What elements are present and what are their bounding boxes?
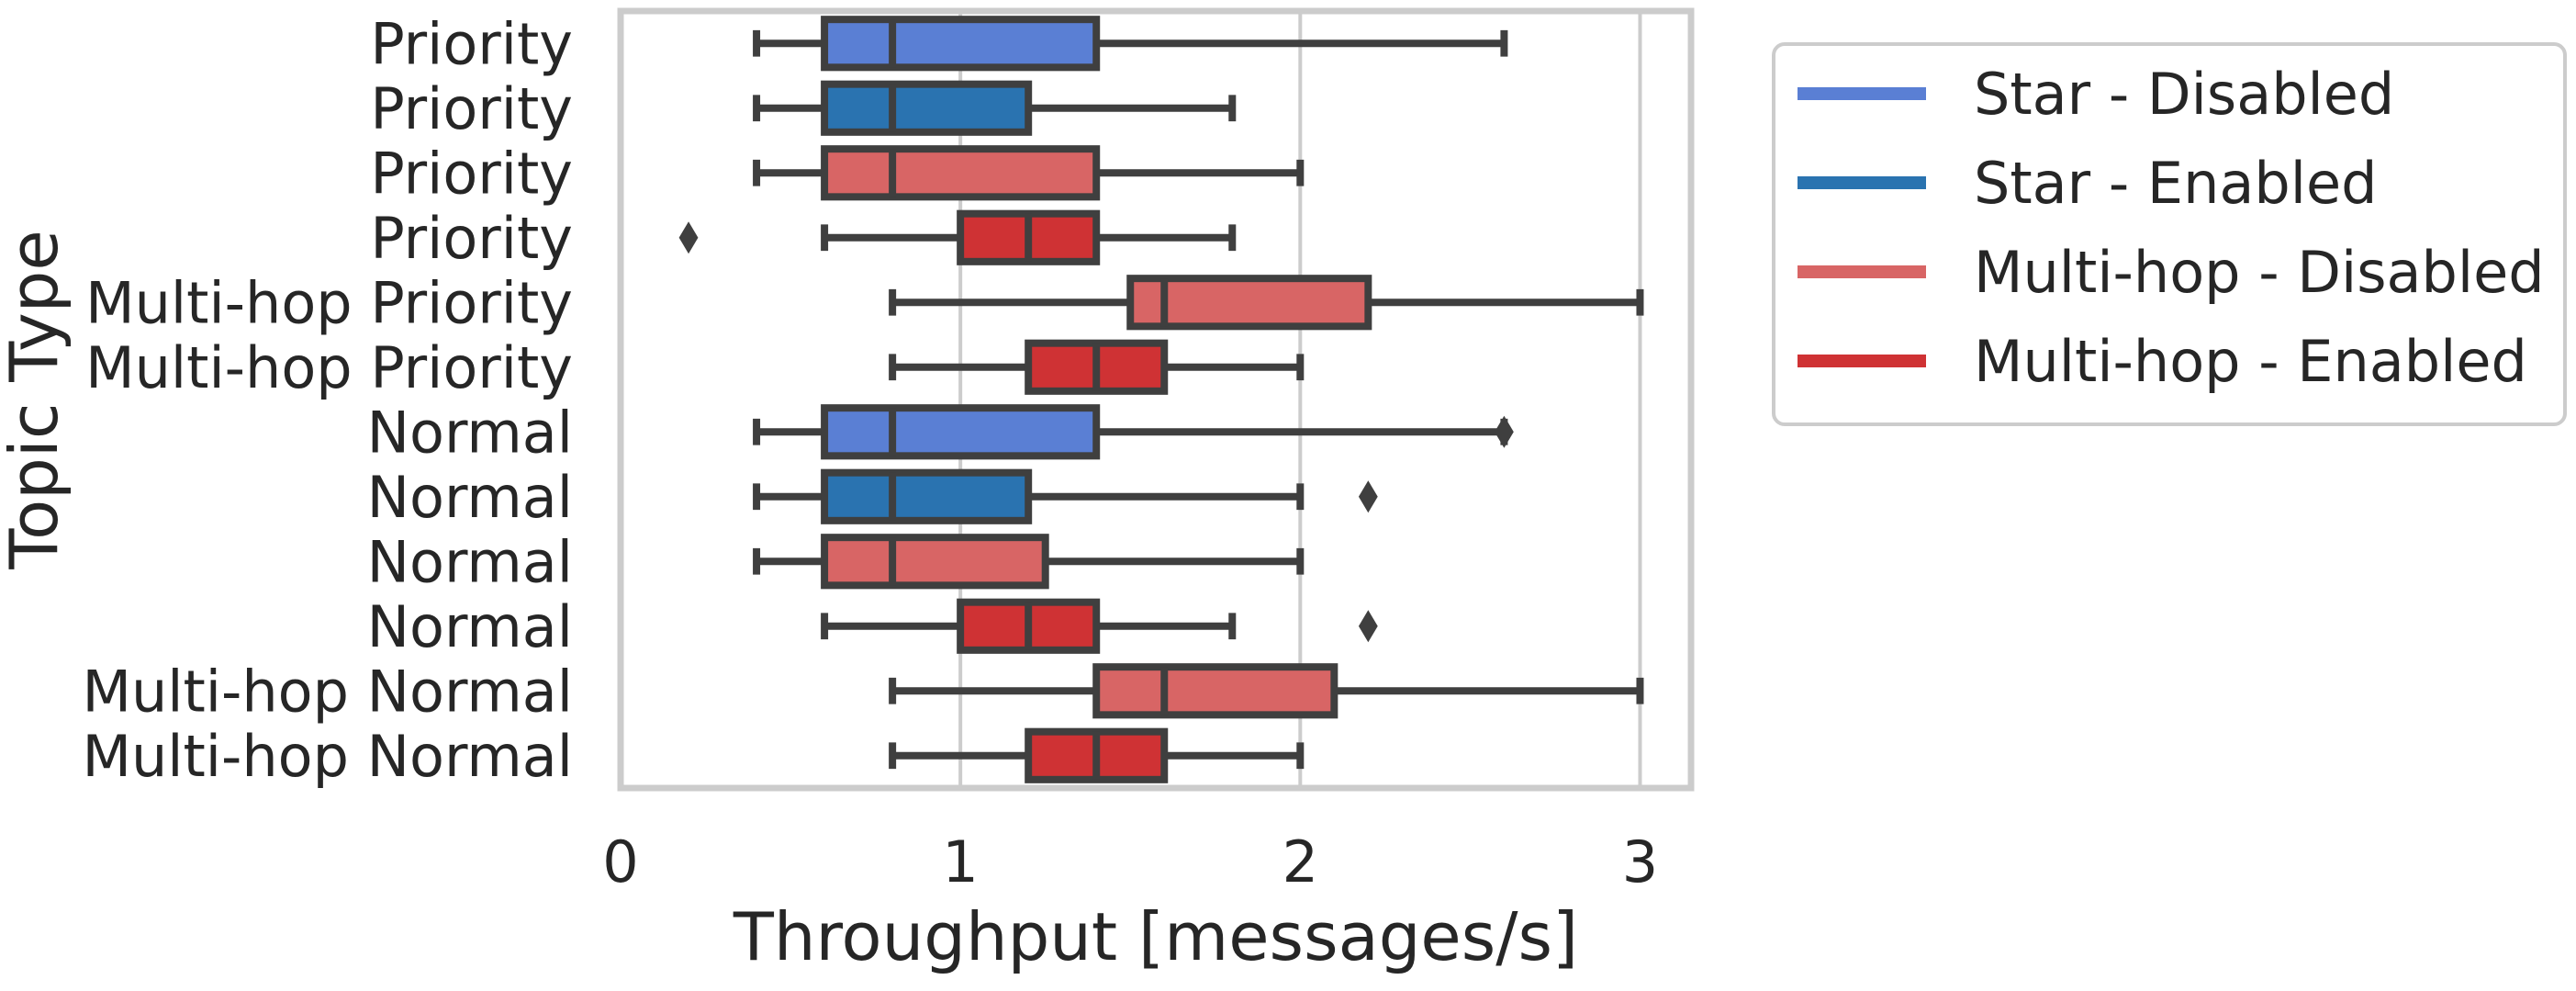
box-body-0: [821, 16, 1101, 72]
box-body-8: [821, 534, 1049, 590]
y-tick-label-0: Priority: [370, 10, 573, 77]
x-tick-label-3: 3: [1622, 828, 1658, 895]
box-body-1: [821, 80, 1033, 136]
legend-item-3: Multi-hop - Enabled: [1798, 328, 2527, 395]
x-tick-labels: 0 1 2 3: [602, 828, 1658, 895]
box-10: [889, 663, 1644, 719]
y-tick-label-6: Normal: [367, 399, 573, 466]
legend-item-2: Multi-hop - Disabled: [1798, 239, 2545, 306]
x-tick-label-2: 2: [1282, 828, 1318, 895]
flier-6-0: [1495, 415, 1514, 448]
legend-items: Star - Disabled Star - Enabled Multi-hop -…: [1798, 61, 2545, 395]
legend-label-2: Multi-hop - Disabled: [1974, 239, 2545, 306]
y-tick-labels: PriorityPriorityPriorityPriorityMulti-ho…: [82, 10, 573, 790]
y-tick-label-11: Multi-hop Normal: [82, 723, 573, 790]
box-11: [889, 727, 1305, 783]
y-tick-label-3: Priority: [370, 205, 573, 272]
x-axis-label: Throughput [messages/s]: [733, 898, 1578, 975]
x-tick-label-0: 0: [602, 828, 638, 895]
legend-frame: [1772, 42, 2567, 426]
plot-frame: [617, 7, 1695, 792]
legend: Star - Disabled Star - Enabled Multi-hop -…: [1772, 42, 2567, 426]
y-tick-label-5: Multi-hop Priority: [85, 334, 573, 401]
y-tick-label-1: Priority: [370, 75, 573, 142]
legend-label-3: Multi-hop - Enabled: [1974, 328, 2527, 395]
y-axis-label: Topic Type: [0, 230, 73, 569]
y-tick-label-8: Normal: [367, 528, 573, 595]
box-8: [753, 534, 1305, 590]
box-body-10: [1092, 663, 1338, 719]
legend-item-0: Star - Disabled: [1798, 61, 2394, 128]
legend-item-1: Star - Enabled: [1798, 150, 2377, 217]
y-tick-label-2: Priority: [370, 140, 573, 207]
box-1: [753, 80, 1237, 136]
box-body-7: [821, 468, 1033, 524]
box-2: [753, 145, 1305, 201]
y-tick-label-9: Normal: [367, 593, 573, 660]
box-body-4: [1126, 275, 1372, 331]
box-3: [678, 209, 1237, 265]
flier-7-0: [1358, 480, 1378, 513]
box-4: [889, 275, 1644, 331]
legend-label-0: Star - Disabled: [1974, 61, 2394, 128]
box-7: [753, 468, 1378, 524]
box-body-2: [821, 145, 1101, 201]
box-body-6: [821, 404, 1101, 460]
y-tick-label-4: Multi-hop Priority: [85, 269, 573, 336]
box-layer: [678, 16, 1644, 783]
flier-3-0: [678, 221, 699, 254]
box-9: [821, 598, 1378, 654]
y-tick-label-7: Normal: [367, 464, 573, 531]
box-6: [753, 404, 1514, 460]
box-5: [889, 339, 1305, 395]
box-0: [753, 16, 1508, 72]
flier-9-0: [1358, 610, 1378, 643]
y-tick-label-10: Multi-hop Normal: [82, 658, 573, 725]
x-tick-label-1: 1: [942, 828, 978, 895]
legend-label-1: Star - Enabled: [1974, 150, 2377, 217]
